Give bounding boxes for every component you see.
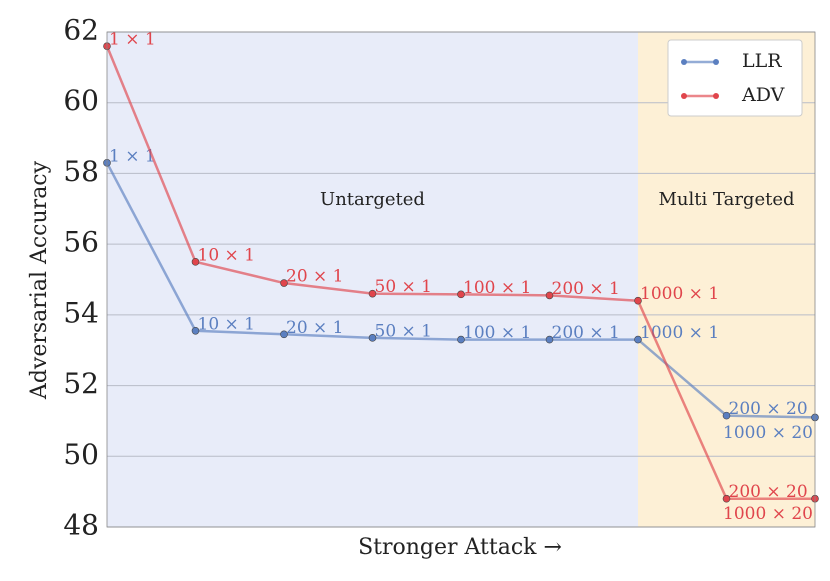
point-label: 200 × 20 bbox=[729, 399, 808, 419]
marker bbox=[457, 335, 465, 344]
legend-marker bbox=[713, 93, 719, 99]
point-label: 200 × 20 bbox=[729, 482, 808, 502]
marker bbox=[280, 330, 288, 339]
point-label: 10 × 1 bbox=[198, 245, 256, 265]
region-label: Untargeted bbox=[320, 189, 425, 210]
y-tick-label: 54 bbox=[63, 296, 99, 329]
legend: LLR ADV bbox=[667, 39, 803, 117]
y-tick-label: 52 bbox=[63, 367, 99, 400]
point-label: 20 × 1 bbox=[286, 267, 344, 287]
marker bbox=[634, 296, 642, 305]
marker bbox=[191, 258, 200, 266]
point-label: 10 × 1 bbox=[198, 314, 256, 334]
marker bbox=[191, 326, 200, 335]
legend-label: LLR bbox=[742, 50, 782, 72]
x-axis-label: Stronger Attack → bbox=[358, 535, 562, 560]
point-label: 200 × 1 bbox=[552, 323, 620, 343]
y-tick-label: 50 bbox=[63, 438, 99, 471]
marker bbox=[722, 494, 731, 503]
legend-marker bbox=[681, 59, 687, 65]
point-label: 1000 × 1 bbox=[640, 284, 719, 304]
plot: 1 × 1 10 × 1 20 × 1 50 × 1 100 × 1 200 × 1 100… bbox=[103, 30, 819, 524]
marker bbox=[280, 279, 288, 287]
region-label: Multi Targeted bbox=[658, 189, 794, 210]
point-label: 1 × 1 bbox=[109, 146, 156, 166]
point-label: 100 × 1 bbox=[463, 278, 531, 298]
point-label: 50 × 1 bbox=[375, 277, 433, 297]
y-tick-label: 56 bbox=[63, 226, 99, 259]
point-label: 200 × 1 bbox=[552, 279, 620, 299]
point-label: 1000 × 1 bbox=[640, 323, 719, 343]
marker bbox=[545, 291, 554, 300]
plot-background: Untargeted Multi Targeted bbox=[107, 32, 815, 527]
legend-label: ADV bbox=[741, 84, 785, 106]
legend-marker bbox=[713, 59, 719, 65]
point-label: 50 × 1 bbox=[375, 321, 433, 341]
region bbox=[107, 32, 638, 527]
y-tick-label: 58 bbox=[63, 155, 99, 188]
plot-frame bbox=[106, 31, 816, 528]
marker bbox=[457, 290, 465, 299]
point-label: 1000 × 20 bbox=[723, 423, 813, 443]
y-tick-label: 48 bbox=[63, 509, 99, 542]
marker bbox=[368, 289, 377, 298]
point-label: 20 × 1 bbox=[286, 318, 344, 338]
marker bbox=[368, 334, 377, 342]
legend-marker bbox=[681, 93, 687, 99]
point-label: 1000 × 20 bbox=[723, 504, 813, 524]
marker bbox=[545, 335, 554, 344]
y-axis-label: Adversarial Accuracy bbox=[27, 160, 52, 400]
point-label: 100 × 1 bbox=[463, 323, 531, 343]
marker bbox=[722, 411, 731, 420]
point-label: 1 × 1 bbox=[109, 30, 156, 50]
marker bbox=[634, 335, 642, 344]
y-tick-label: 60 bbox=[63, 84, 99, 117]
y-tick-label: 62 bbox=[63, 14, 99, 47]
